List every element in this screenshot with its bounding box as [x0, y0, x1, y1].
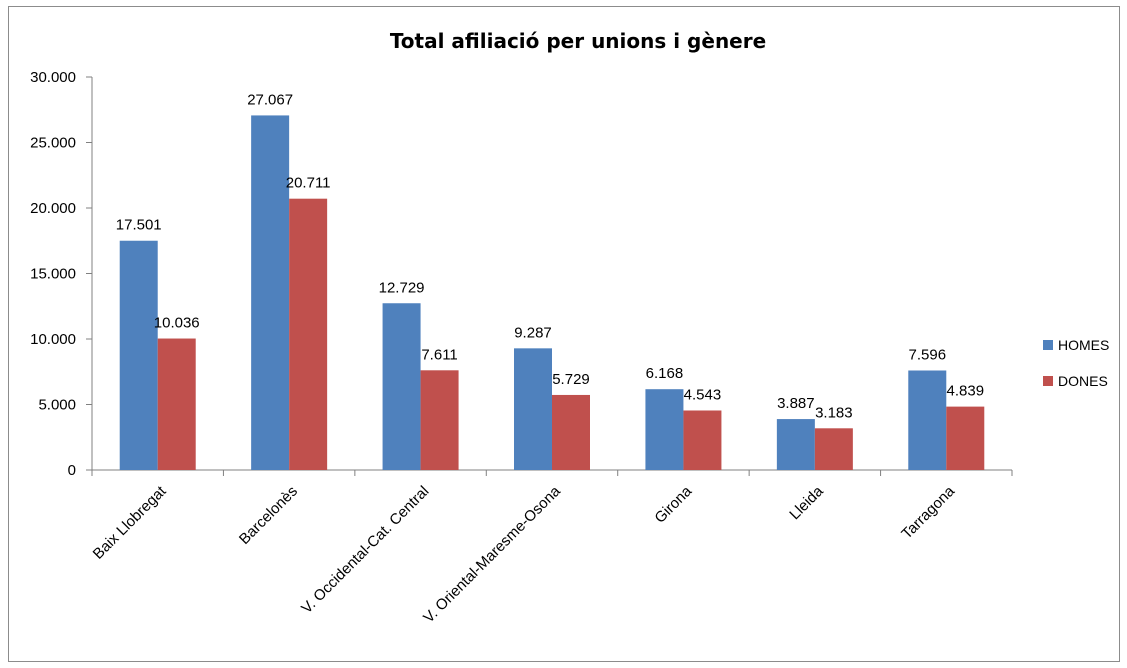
x-tick-label: V. Oriental-Maresme-Osona	[420, 482, 564, 626]
data-label: 7.611	[421, 346, 457, 363]
bar-dones	[946, 406, 985, 470]
data-label: 12.729	[379, 279, 425, 296]
bar-homes	[514, 348, 552, 470]
chart-title: Total afiliació per unions i gènere	[390, 29, 766, 53]
data-label: 7.596	[909, 346, 947, 363]
bar-homes	[645, 389, 684, 470]
data-label: 9.287	[514, 324, 552, 341]
x-tick-label: V. Occidental-Cat. Central	[298, 483, 432, 617]
y-tick-label: 20.000	[30, 200, 76, 217]
bar-dones	[814, 428, 853, 470]
x-tick-label: Girona	[651, 482, 695, 526]
bar-dones	[157, 338, 196, 470]
y-tick-label: 10.000	[30, 331, 76, 348]
bar-homes	[776, 419, 815, 470]
bar-dones	[420, 370, 459, 470]
x-tick-label: Lleida	[786, 482, 827, 523]
legend-label-dones: DONES	[1058, 373, 1108, 389]
x-tick-label: Barcelonès	[236, 483, 301, 548]
plot-area: 0 5.000 10.000 15.000 20.000 25.000 30.000 17.5…	[30, 69, 1013, 626]
bar-dones	[289, 198, 328, 470]
data-label: 20.711	[286, 175, 331, 192]
y-tick-label: 0	[68, 462, 76, 479]
x-tick-label: Baix Llobregat	[90, 482, 170, 562]
data-label: 27.067	[247, 91, 293, 108]
data-label: 17.501	[116, 217, 162, 234]
data-label: 6.168	[646, 365, 684, 382]
legend: HOMES DONES	[1043, 337, 1109, 389]
y-tick-label: 25.000	[30, 135, 76, 152]
bar-homes	[382, 303, 421, 470]
data-label: 4.839	[947, 383, 985, 400]
y-tick-label: 30.000	[30, 69, 76, 86]
data-label: 4.543	[684, 386, 722, 403]
bar-dones	[552, 394, 590, 470]
bar-homes	[119, 240, 158, 470]
data-label: 3.183	[815, 404, 853, 421]
y-tick-label: 5.000	[38, 397, 76, 414]
legend-label-homes: HOMES	[1058, 337, 1109, 353]
legend-swatch-homes	[1043, 340, 1053, 350]
bar-dones	[683, 410, 722, 470]
x-tick-label: Tarragona	[898, 482, 958, 542]
legend-swatch-dones	[1043, 376, 1053, 386]
bar-homes	[908, 370, 947, 470]
bar-homes	[251, 115, 290, 470]
data-label: 10.036	[154, 315, 200, 332]
chart-frame	[8, 6, 1120, 662]
y-tick-label: 15.000	[30, 266, 76, 283]
data-label: 3.887	[777, 395, 815, 412]
data-label: 5.729	[552, 371, 590, 388]
